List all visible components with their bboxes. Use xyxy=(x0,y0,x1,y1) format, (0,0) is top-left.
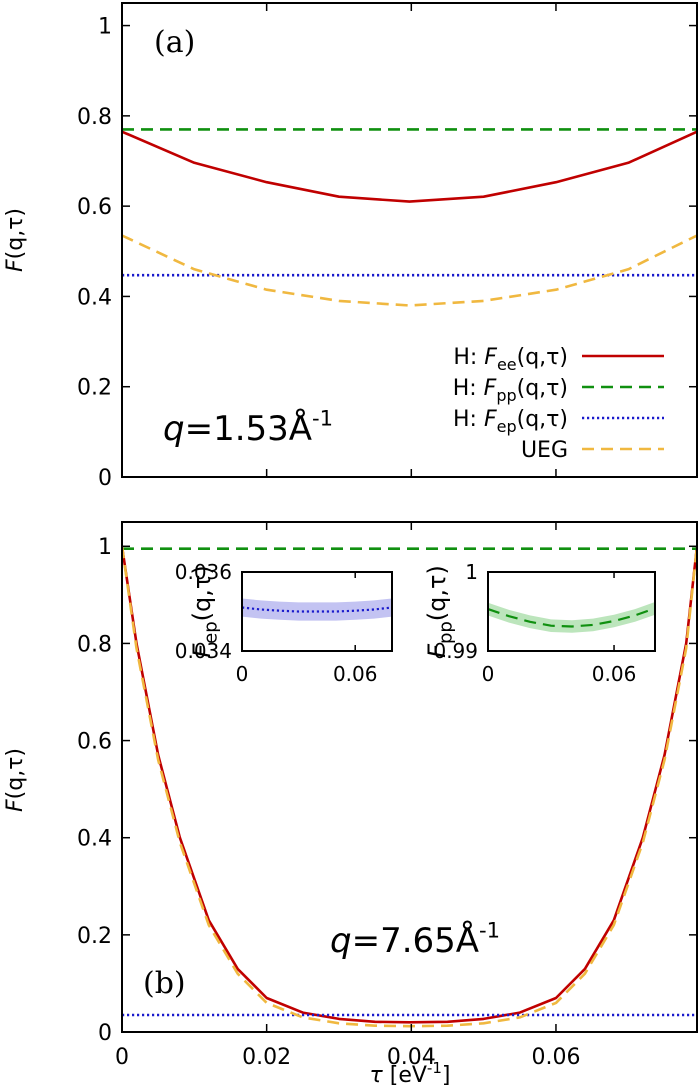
y-label-args: (q,τ) xyxy=(3,208,28,259)
inset-frame-2 xyxy=(241,571,393,652)
x-tick-label: 0 xyxy=(236,662,249,686)
y-tick-label: 0.8 xyxy=(77,105,112,130)
q-value: =1.53Å xyxy=(185,408,312,449)
y-tick-label: 1 xyxy=(465,560,478,584)
legend-args: (q,τ) xyxy=(517,407,568,432)
series-line-fee xyxy=(122,130,697,203)
y-tick-label: 0.6 xyxy=(77,195,112,220)
y-label-func: F xyxy=(188,643,216,658)
series-line-ueg xyxy=(122,546,697,1028)
legend: H: Fee(q,τ)H: Fpp(q,τ)H: Fep(q,τ)UEG xyxy=(453,345,664,463)
y-tick-label: 0.036 xyxy=(175,560,232,584)
series-line-fep xyxy=(242,606,392,613)
x-label-tail: ] xyxy=(442,1063,451,1088)
q-symbol: q xyxy=(163,409,185,449)
legend-label: H: Fpp(q,τ) xyxy=(453,376,568,405)
uncertainty-band xyxy=(242,598,392,621)
series-line-fee xyxy=(122,546,697,1024)
y-axis-label: Fpp(q,τ) xyxy=(423,565,457,658)
legend-sub: ep xyxy=(497,417,517,436)
x-label-exponent: -1 xyxy=(427,1059,442,1077)
inset-frame-3 xyxy=(487,571,656,652)
y-label-args: (q,τ) xyxy=(423,565,451,621)
series-line-fpp xyxy=(488,607,655,628)
x-tick-label: 0.06 xyxy=(531,1045,580,1070)
legend-prefix: H: xyxy=(453,345,484,370)
y-tick-label: 0.8 xyxy=(77,632,112,657)
y-tick-label: 0.4 xyxy=(77,827,112,852)
x-axis-label: τ [eV-1] xyxy=(370,1059,451,1088)
q-annotation: q=1.53Å-1 xyxy=(163,406,333,449)
y-tick-label: 0 xyxy=(98,466,112,491)
x-tick-label: 0 xyxy=(482,662,495,686)
legend-prefix: H: xyxy=(453,407,484,432)
q-symbol: q xyxy=(330,921,352,961)
x-tick-label: 0.06 xyxy=(592,662,637,686)
x-tick-label: 0.02 xyxy=(242,1045,291,1070)
legend-sub: ee xyxy=(497,355,517,374)
y-label-args: (q,τ) xyxy=(3,748,28,799)
y-tick-label: 0.2 xyxy=(77,376,112,401)
x-tick-label: 0 xyxy=(115,1045,129,1070)
y-tick-label: 0.034 xyxy=(175,639,232,663)
x-label-symbol: τ xyxy=(370,1063,384,1088)
y-label-sub: pp xyxy=(436,621,457,644)
legend-args: (q,τ) xyxy=(517,376,568,401)
panel-label-b: (b) xyxy=(143,966,186,1001)
y-label-args: (q,τ) xyxy=(188,565,216,621)
y-label-sub: ep xyxy=(201,621,222,644)
panel-a-frame xyxy=(121,2,698,478)
y-tick-label: 0.6 xyxy=(77,729,112,754)
x-tick-label: 0.06 xyxy=(333,662,378,686)
y-axis-label: Fep(q,τ) xyxy=(188,565,222,657)
y-label-func: F xyxy=(3,259,28,272)
y-axis-label: F(q,τ) xyxy=(3,208,28,272)
legend-args: (q,τ) xyxy=(517,345,568,370)
y-axis-label: F(q,τ) xyxy=(3,748,28,812)
series-group xyxy=(242,598,392,621)
y-label-func: F xyxy=(3,799,28,812)
legend-label: H: Fee(q,τ) xyxy=(453,345,568,374)
x-tick-label: 0.04 xyxy=(387,1045,436,1070)
q-unit-exponent: -1 xyxy=(479,918,500,943)
legend-func: F xyxy=(484,407,497,432)
series-group xyxy=(122,128,697,307)
panel-label-a: (a) xyxy=(154,25,195,60)
uncertainty-band xyxy=(488,602,655,633)
y-tick-label: 1 xyxy=(98,14,112,39)
series-group xyxy=(122,546,697,1028)
legend-func: F xyxy=(484,376,497,401)
y-tick-label: 0.2 xyxy=(77,924,112,949)
y-label-func: F xyxy=(423,643,451,658)
x-label-unit: [eV xyxy=(383,1063,427,1088)
legend-sub: pp xyxy=(496,386,516,405)
q-annotation: q=7.65Å-1 xyxy=(330,918,500,961)
legend-args: UEG xyxy=(521,438,568,463)
legend-label: H: Fep(q,τ) xyxy=(453,407,568,436)
y-tick-label: 0.4 xyxy=(77,285,112,310)
legend-prefix: H: xyxy=(453,376,484,401)
y-tick-label: 0.99 xyxy=(433,639,478,663)
series-line-ueg xyxy=(122,234,697,307)
legend-label: UEG xyxy=(521,438,568,463)
q-value: =7.65Å xyxy=(352,920,479,961)
y-tick-label: 0 xyxy=(98,1021,112,1046)
y-tick-label: 1 xyxy=(98,535,112,560)
legend-func: F xyxy=(484,345,497,370)
q-unit-exponent: -1 xyxy=(312,406,333,431)
series-group xyxy=(488,602,655,633)
panel-b-frame xyxy=(121,521,698,1033)
